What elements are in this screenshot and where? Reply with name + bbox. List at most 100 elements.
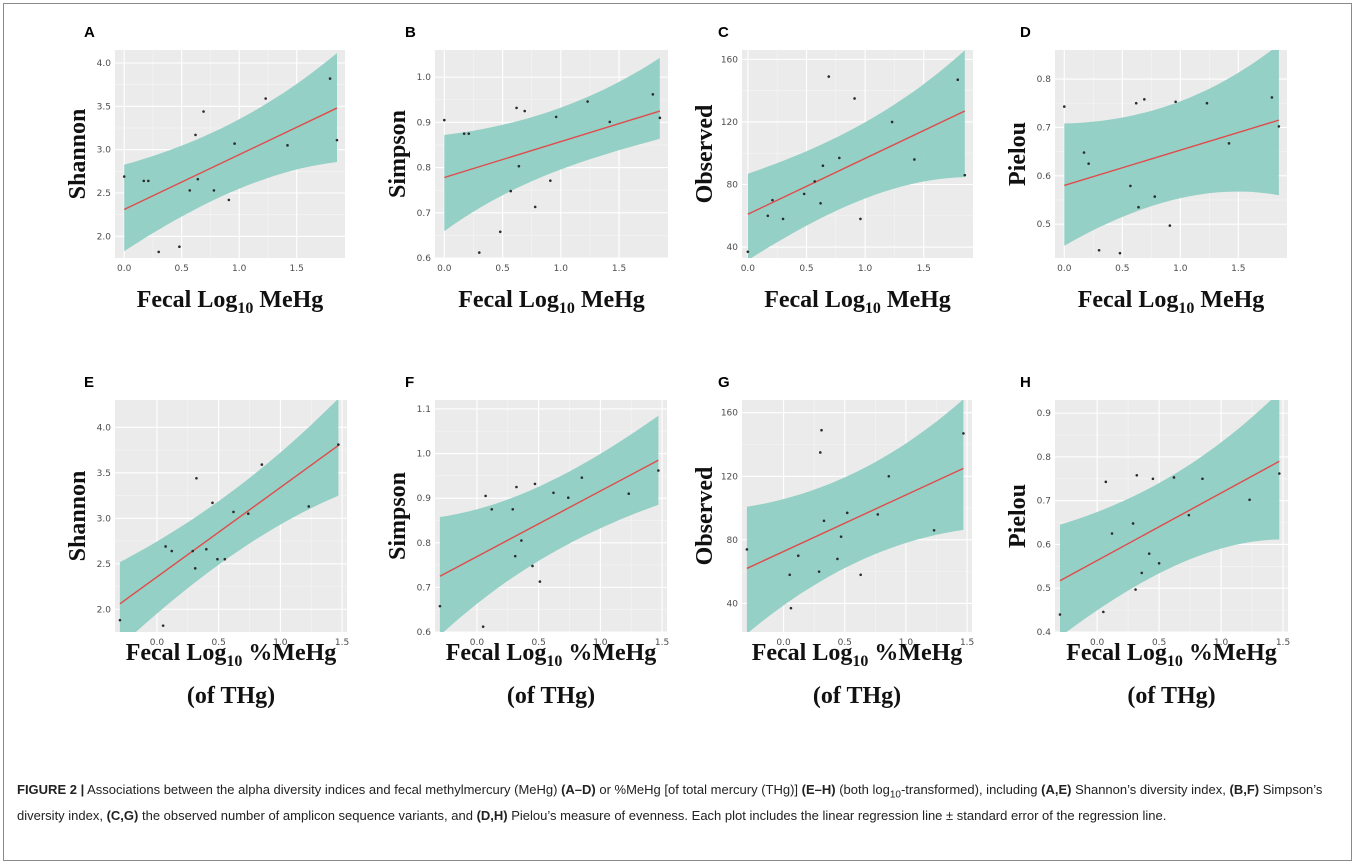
fit-group <box>1059 400 1280 632</box>
x-tick-label: 1.0 <box>899 638 914 648</box>
data-point <box>1172 476 1176 479</box>
x-tick-label: 1.5 <box>655 638 669 648</box>
y-tick-label: 3.5 <box>97 469 111 479</box>
x-axis-label-text: %MeHg <box>1182 640 1277 666</box>
caption-part: (A–D) <box>561 782 596 797</box>
y-tick-label: 0.8 <box>417 164 432 174</box>
x-tick-label: 1.0 <box>232 264 247 274</box>
y-axis-label: Shannon <box>65 471 91 562</box>
panel-letter-e: E <box>84 374 95 391</box>
y-tick-label: 0.7 <box>1037 123 1051 133</box>
caption-part: (B,F) <box>1229 782 1260 797</box>
x-axis-label-text: %MeHg <box>868 640 963 666</box>
data-point <box>789 606 793 610</box>
data-point <box>520 539 523 542</box>
data-point <box>820 428 823 432</box>
data-point <box>1201 477 1204 481</box>
x-axis-label: Fecal Log10 MeHg <box>708 283 1008 326</box>
data-point <box>627 492 631 495</box>
data-point <box>264 97 267 100</box>
caption-part: the observed number of amplicon sequence… <box>138 807 477 823</box>
data-point <box>202 110 205 113</box>
x-axis-label-line1: Fecal Log10 %MeHg <box>81 636 381 679</box>
data-point <box>586 100 589 103</box>
caption-part: (C,G) <box>106 807 139 823</box>
data-point <box>223 557 227 561</box>
x-tick-label: 1.0 <box>593 638 608 648</box>
data-point <box>1131 522 1135 525</box>
data-point <box>211 501 214 505</box>
data-point <box>517 164 521 168</box>
x-axis-label-line2: (of THg) <box>186 682 276 709</box>
y-tick-label: 4.0 <box>97 423 112 433</box>
panel-letter-d: D <box>1020 24 1031 41</box>
data-point <box>658 116 662 120</box>
y-tick-label: 1.0 <box>417 73 432 83</box>
x-tick-label: 0.0 <box>470 638 485 648</box>
x-axis-label-line1: Fecal Log10 MeHg <box>708 283 1008 326</box>
x-axis-label-line1: Fecal Log10 %MeHg <box>401 636 701 679</box>
x-axis-label-text: MeHg <box>253 287 324 313</box>
data-point <box>827 75 831 78</box>
data-point <box>845 511 849 515</box>
x-tick-label: 1.5 <box>612 264 626 274</box>
x-axis-label-line1: Fecal Log10 %MeHg <box>1022 636 1322 679</box>
x-tick-label: 0.5 <box>799 264 813 274</box>
data-point <box>859 573 862 577</box>
data-point <box>1227 142 1231 145</box>
y-tick-label: 0.8 <box>417 539 432 549</box>
data-point <box>549 179 552 182</box>
data-point <box>178 245 181 249</box>
y-axis-label: Observed <box>692 104 718 203</box>
data-point <box>746 250 750 254</box>
confidence-band <box>439 415 659 632</box>
data-point <box>766 214 770 218</box>
data-point <box>859 217 862 221</box>
x-tick-label: 0.0 <box>1090 638 1105 648</box>
data-point <box>1062 105 1066 108</box>
regression-line <box>746 467 964 570</box>
confidence-band <box>124 53 337 252</box>
data-point <box>1118 251 1122 255</box>
data-point <box>876 513 880 516</box>
x-axis-label: Fecal Log10 %MeHg (of THg) <box>707 636 1007 713</box>
x-axis-label-text: MeHg <box>574 287 645 313</box>
x-tick-label: 0.5 <box>838 638 852 648</box>
scatter-plot-a: 0.0 0.5 1.0 1.5 2.0 2.5 3.0 3.5 4.0 Shannon <box>65 50 345 274</box>
y-tick-label: 80 <box>727 180 739 190</box>
data-point <box>523 109 527 113</box>
data-point <box>531 564 534 568</box>
data-point <box>1168 224 1172 227</box>
confidence-band <box>1064 50 1279 246</box>
data-point <box>122 175 126 178</box>
data-point <box>157 250 160 254</box>
x-tick-label: 1.0 <box>1173 264 1188 274</box>
data-point <box>1097 248 1101 252</box>
scatter-plot-e: 0.0 0.5 1.0 1.5 2.0 2.5 3.0 3.5 4.0 Shannon <box>65 400 349 648</box>
data-point <box>1104 480 1108 484</box>
x-axis-label-text: Fecal Log <box>1077 287 1179 313</box>
regression-line <box>444 110 661 179</box>
data-point <box>821 164 825 168</box>
confidence-band <box>746 400 964 632</box>
fit-group <box>746 400 964 632</box>
x-axis-label-text: %MeHg <box>242 640 337 666</box>
caption-part: (A,E) <box>1041 782 1072 797</box>
scatter-plot-g: 0.0 0.5 1.0 1.5 40 80 120 160 Observed <box>692 400 974 648</box>
x-axis-label-subscript: 10 <box>226 652 243 670</box>
data-point <box>839 535 843 538</box>
x-tick-label: 1.0 <box>273 638 288 648</box>
x-axis-label-subscript: 10 <box>852 652 869 670</box>
scatter-plot-c: 0.0 0.5 1.0 1.5 40 80 120 160 Observed <box>692 50 973 274</box>
y-tick-label: 0.9 <box>417 494 432 504</box>
x-axis-label-subscript: 10 <box>864 299 881 317</box>
y-tick-label: 0.9 <box>417 118 432 128</box>
x-tick-label: 1.0 <box>858 264 873 274</box>
data-point <box>196 177 200 181</box>
data-point <box>554 115 558 119</box>
data-point <box>538 580 542 583</box>
caption-part: 10 <box>889 789 901 801</box>
y-axis-label: Pielou <box>1005 122 1031 186</box>
panel-letter-h: H <box>1020 374 1031 391</box>
scatter-plot-b: 0.0 0.5 1.0 1.5 0.6 0.7 0.8 0.9 1.0 Simpson <box>385 50 668 274</box>
